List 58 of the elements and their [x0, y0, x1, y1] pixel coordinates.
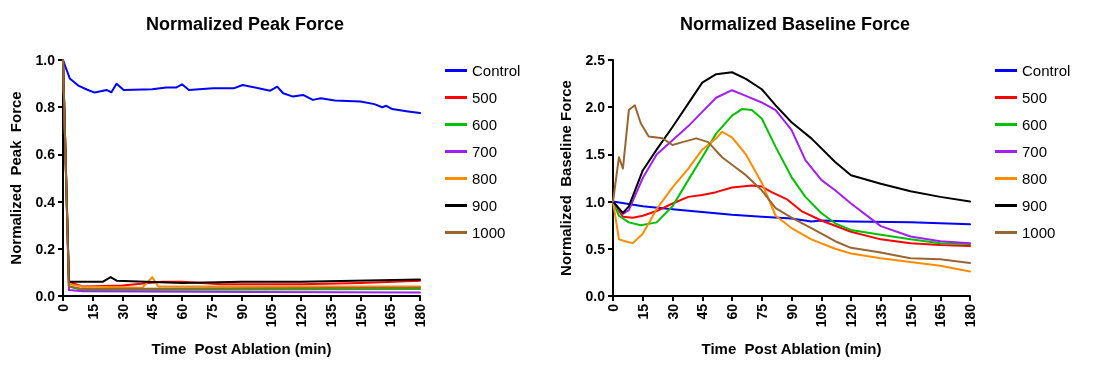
y-tick-label: 0.5 — [585, 240, 606, 257]
x-tick-label: 30 — [664, 303, 681, 320]
x-tick-label: 15 — [84, 303, 101, 320]
y-tick-label: 2.0 — [585, 99, 606, 116]
x-tick-label: 0 — [55, 303, 71, 312]
y-tick-label: 0.0 — [585, 288, 606, 304]
x-tick-label: 165 — [382, 303, 399, 328]
y-tick-label: 1.0 — [585, 193, 606, 210]
x-tick-label: 135 — [872, 303, 889, 328]
legend-label: 900 — [472, 197, 498, 214]
x-tick-label: 45 — [694, 303, 711, 320]
y-tick-label: 0.2 — [35, 240, 56, 257]
legend-label: 700 — [472, 143, 498, 160]
y-tick-label: 1.5 — [585, 146, 606, 163]
legend-label: 500 — [1022, 89, 1048, 106]
x-tick-label: 120 — [843, 303, 859, 328]
x-tick-label: 75 — [753, 303, 770, 320]
legend-label: 500 — [472, 89, 498, 106]
legend-label: 800 — [1022, 170, 1048, 187]
x-tick-label: 150 — [352, 303, 369, 328]
y-tick-label: 1.0 — [35, 52, 56, 68]
y-tick-label: 0.4 — [35, 193, 56, 210]
x-axis-title: Time Post Ablation (min) — [701, 340, 882, 357]
x-tick-label: 105 — [813, 303, 830, 328]
x-tick-label: 150 — [902, 303, 919, 328]
x-tick-label: 45 — [144, 303, 161, 320]
y-axis-title: Normalized Peak Force — [7, 91, 24, 265]
chart-title: Normalized Baseline Force — [679, 14, 911, 34]
y-tick-label: 2.5 — [585, 52, 606, 68]
legend-label: 800 — [472, 170, 498, 187]
x-tick-label: 60 — [174, 303, 190, 320]
y-tick-label: 0.8 — [35, 99, 56, 116]
legend-label: 700 — [1022, 143, 1048, 160]
legend-label: 1000 — [1022, 224, 1056, 241]
legend-label: Control — [1022, 62, 1071, 79]
x-axis-title: Time Post Ablation (min) — [151, 340, 332, 357]
x-tick-label: 30 — [114, 303, 131, 320]
x-tick-label: 90 — [233, 303, 250, 320]
legend-label: 600 — [472, 116, 498, 133]
legend-label: 1000 — [472, 224, 506, 241]
x-tick-label: 90 — [783, 303, 800, 320]
x-tick-label: 0 — [605, 303, 621, 312]
x-tick-label: 75 — [203, 303, 220, 320]
x-tick-label: 15 — [634, 303, 651, 320]
y-axis-title: Normalized Baseline Force — [557, 80, 574, 276]
chart-title: Normalized Peak Force — [145, 14, 345, 34]
x-tick-label: 120 — [293, 303, 309, 328]
x-tick-label: 165 — [932, 303, 949, 328]
x-tick-label: 60 — [724, 303, 740, 320]
x-tick-label: 135 — [322, 303, 339, 328]
legend-label: 600 — [1022, 116, 1048, 133]
legend-label: 900 — [1022, 197, 1048, 214]
x-tick-label: 180 — [962, 303, 978, 328]
legend-label: Control — [472, 62, 521, 79]
y-tick-label: 0.6 — [35, 146, 56, 163]
x-tick-label: 180 — [412, 303, 428, 328]
y-tick-label: 0.0 — [35, 288, 56, 304]
x-tick-label: 105 — [263, 303, 280, 328]
